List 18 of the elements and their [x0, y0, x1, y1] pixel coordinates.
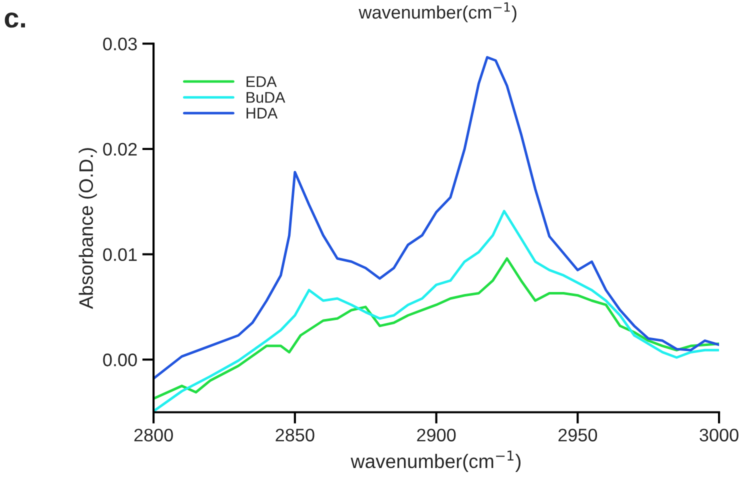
- y-tick-label: 0.00: [103, 354, 137, 366]
- line-series: [154, 56, 720, 380]
- legend-label: HDA: [246, 108, 278, 118]
- x-tick-label: 2850: [276, 428, 314, 442]
- line-series: [154, 257, 720, 400]
- y-tick-label: 0.03: [103, 38, 137, 50]
- x-tick-label: 2900: [417, 428, 456, 442]
- y-axis-title: Absorbance (O.D.): [78, 148, 97, 309]
- x-tick-label: 3000: [700, 428, 738, 442]
- x-tick-label: 2800: [134, 428, 173, 442]
- legend-label: EDA: [246, 76, 277, 87]
- x-axis-title: wavenumber(cm$^{−1}$): [350, 450, 521, 472]
- legend-label: BuDA: [246, 92, 286, 103]
- y-tick-label: 0.01: [103, 248, 137, 261]
- x-tick-label: 2950: [558, 428, 598, 442]
- text: wavenumber(cm$^{−1}$): [358, 2, 516, 22]
- text: c.: [4, 12, 25, 28]
- y-tick-label: 0.02: [103, 142, 137, 156]
